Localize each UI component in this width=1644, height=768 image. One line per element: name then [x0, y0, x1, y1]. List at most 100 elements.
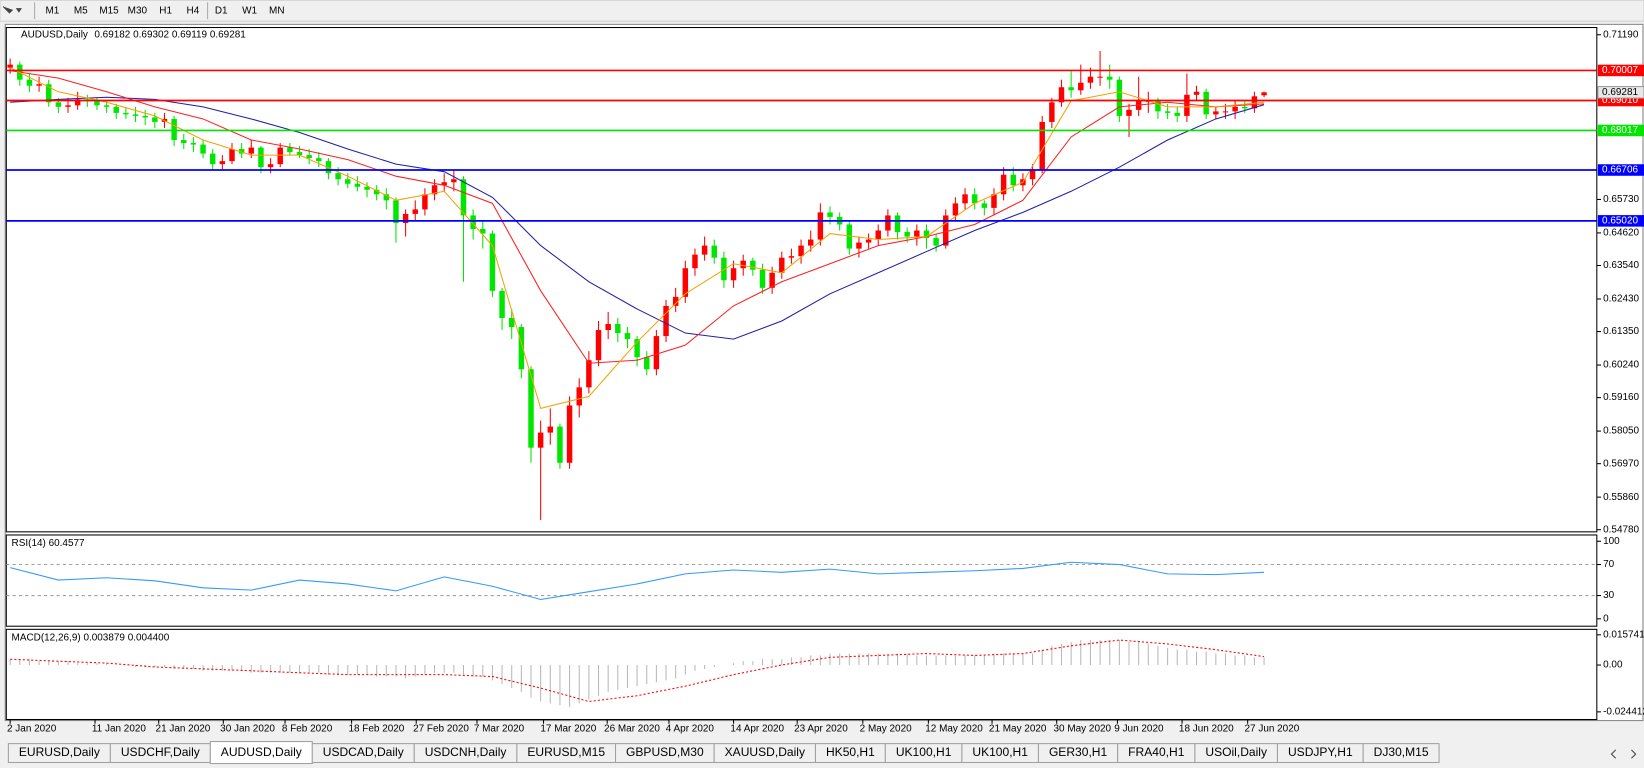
timeframe-button[interactable]: H1: [159, 5, 172, 16]
tab-label[interactable]: EURUSD,Daily: [19, 745, 100, 759]
candle-body: [393, 200, 399, 223]
candle-body: [94, 100, 100, 106]
tab-label[interactable]: GER30,H1: [1049, 745, 1108, 759]
candle-body: [528, 369, 534, 448]
candle-body: [885, 215, 891, 231]
candle-body: [779, 257, 785, 273]
tab-label[interactable]: USDCAD,Daily: [323, 745, 404, 759]
timeframe-button[interactable]: M30: [128, 5, 148, 16]
candle-body: [923, 230, 930, 239]
tab-label[interactable]: FRA40,H1: [1128, 745, 1185, 759]
y-tick-label: 0.63540: [1603, 260, 1639, 271]
candle-body: [1126, 109, 1132, 116]
candle-body: [46, 84, 52, 103]
tab-label[interactable]: XAUUSD,Daily: [725, 745, 805, 759]
timeframe-button[interactable]: M5: [74, 5, 88, 16]
tab-scroll[interactable]: [1610, 749, 1637, 759]
timeframe-button[interactable]: H4: [187, 5, 200, 16]
candle-body: [181, 140, 187, 144]
candle-body: [422, 194, 428, 210]
tab-label[interactable]: UK100,H1: [896, 745, 952, 759]
candle-body: [152, 117, 158, 122]
candle-body: [1174, 112, 1180, 116]
moving-average: [10, 96, 1265, 340]
level-label-bg: [1597, 124, 1644, 137]
rsi-line: [10, 561, 1265, 600]
candle-body: [576, 387, 582, 406]
x-tick-label: 7 Mar 2020: [474, 724, 525, 735]
candle-body: [412, 209, 418, 214]
tab-label[interactable]: GBPUSD,M30: [626, 745, 704, 759]
candle-body: [267, 164, 274, 168]
price-label-bg: [1597, 86, 1644, 99]
candle-body: [943, 215, 949, 246]
tab-label[interactable]: UK100,H1: [972, 745, 1028, 759]
candle-body: [1203, 91, 1209, 115]
y-tick-label: 100: [1603, 536, 1620, 547]
x-tick-label: 4 Apr 2020: [666, 724, 715, 735]
y-tick-label: 70: [1603, 559, 1615, 570]
tab-label[interactable]: USOil,Daily: [1205, 745, 1267, 759]
toolbar-icon[interactable]: [2, 6, 22, 14]
candle-body: [238, 149, 245, 154]
candle-body: [306, 155, 312, 159]
x-tick-label: 18 Jun 2020: [1179, 724, 1234, 735]
tab-label[interactable]: USDCHF,Daily: [121, 745, 200, 759]
x-tick-label: 27 Jun 2020: [1245, 724, 1300, 735]
candle-body: [480, 229, 486, 234]
tab-label[interactable]: AUDUSD,Daily: [221, 745, 302, 759]
timeframe-button[interactable]: MN: [269, 5, 284, 16]
candle-body: [644, 357, 650, 370]
candle-body: [827, 212, 833, 217]
candle-body: [933, 238, 939, 246]
tab[interactable]: [1362, 743, 1440, 764]
panel-frame: [5, 534, 1598, 627]
candle-body: [470, 215, 476, 230]
candle-body: [1242, 106, 1248, 109]
candle-body: [663, 305, 669, 337]
candle-body: [672, 296, 679, 306]
candle-body: [1155, 100, 1161, 112]
candle-body: [1078, 82, 1084, 91]
candle-body: [1087, 76, 1094, 83]
y-tick-label: 0.59160: [1603, 392, 1639, 403]
tab-label[interactable]: EURUSD,M15: [527, 745, 605, 759]
tab-label[interactable]: DJ30,M15: [1374, 745, 1429, 759]
timeframe-button[interactable]: M15: [99, 5, 119, 16]
tab-label[interactable]: USDJPY,H1: [1288, 745, 1353, 759]
y-tick-label: 0: [1603, 613, 1609, 624]
candle-body: [123, 112, 129, 115]
timeframe-button[interactable]: W1: [242, 5, 257, 16]
candle-body: [229, 149, 235, 162]
candle-body: [634, 339, 640, 358]
candle-body: [489, 233, 496, 291]
candle-body: [605, 324, 611, 331]
panel-frame: [5, 628, 1598, 721]
level-label: 0.70007: [1602, 65, 1638, 76]
candle-body: [701, 245, 708, 255]
candle-body: [1106, 76, 1113, 80]
x-tick-label: 2 Jan 2020: [7, 724, 57, 735]
candle-body: [451, 179, 457, 183]
candle-body: [258, 147, 264, 168]
y-tick-label: 0.60240: [1603, 360, 1639, 371]
tab-label[interactable]: HK50,H1: [826, 745, 875, 759]
candle-body: [142, 115, 148, 118]
timeframe-button[interactable]: M1: [46, 5, 60, 16]
toolbar: [0, 0, 1644, 22]
candle-body: [1010, 174, 1016, 186]
level-label: 0.69010: [1602, 95, 1638, 106]
price-label: 0.69281: [1602, 87, 1638, 98]
candle-body: [981, 203, 988, 208]
tab-label[interactable]: USDCNH,Daily: [425, 745, 507, 759]
y-tick-label: 0.54780: [1603, 524, 1639, 535]
x-tick-label: 14 Apr 2020: [730, 724, 784, 735]
level-label: 0.66706: [1602, 165, 1638, 176]
candle-body: [1184, 94, 1190, 116]
candle-body: [316, 158, 322, 162]
candle-body: [730, 268, 737, 281]
level-label: 0.65020: [1602, 215, 1638, 226]
candle-body: [296, 152, 303, 156]
timeframe-button[interactable]: D1: [215, 5, 228, 16]
y-tick-label: 0.61350: [1603, 326, 1639, 337]
